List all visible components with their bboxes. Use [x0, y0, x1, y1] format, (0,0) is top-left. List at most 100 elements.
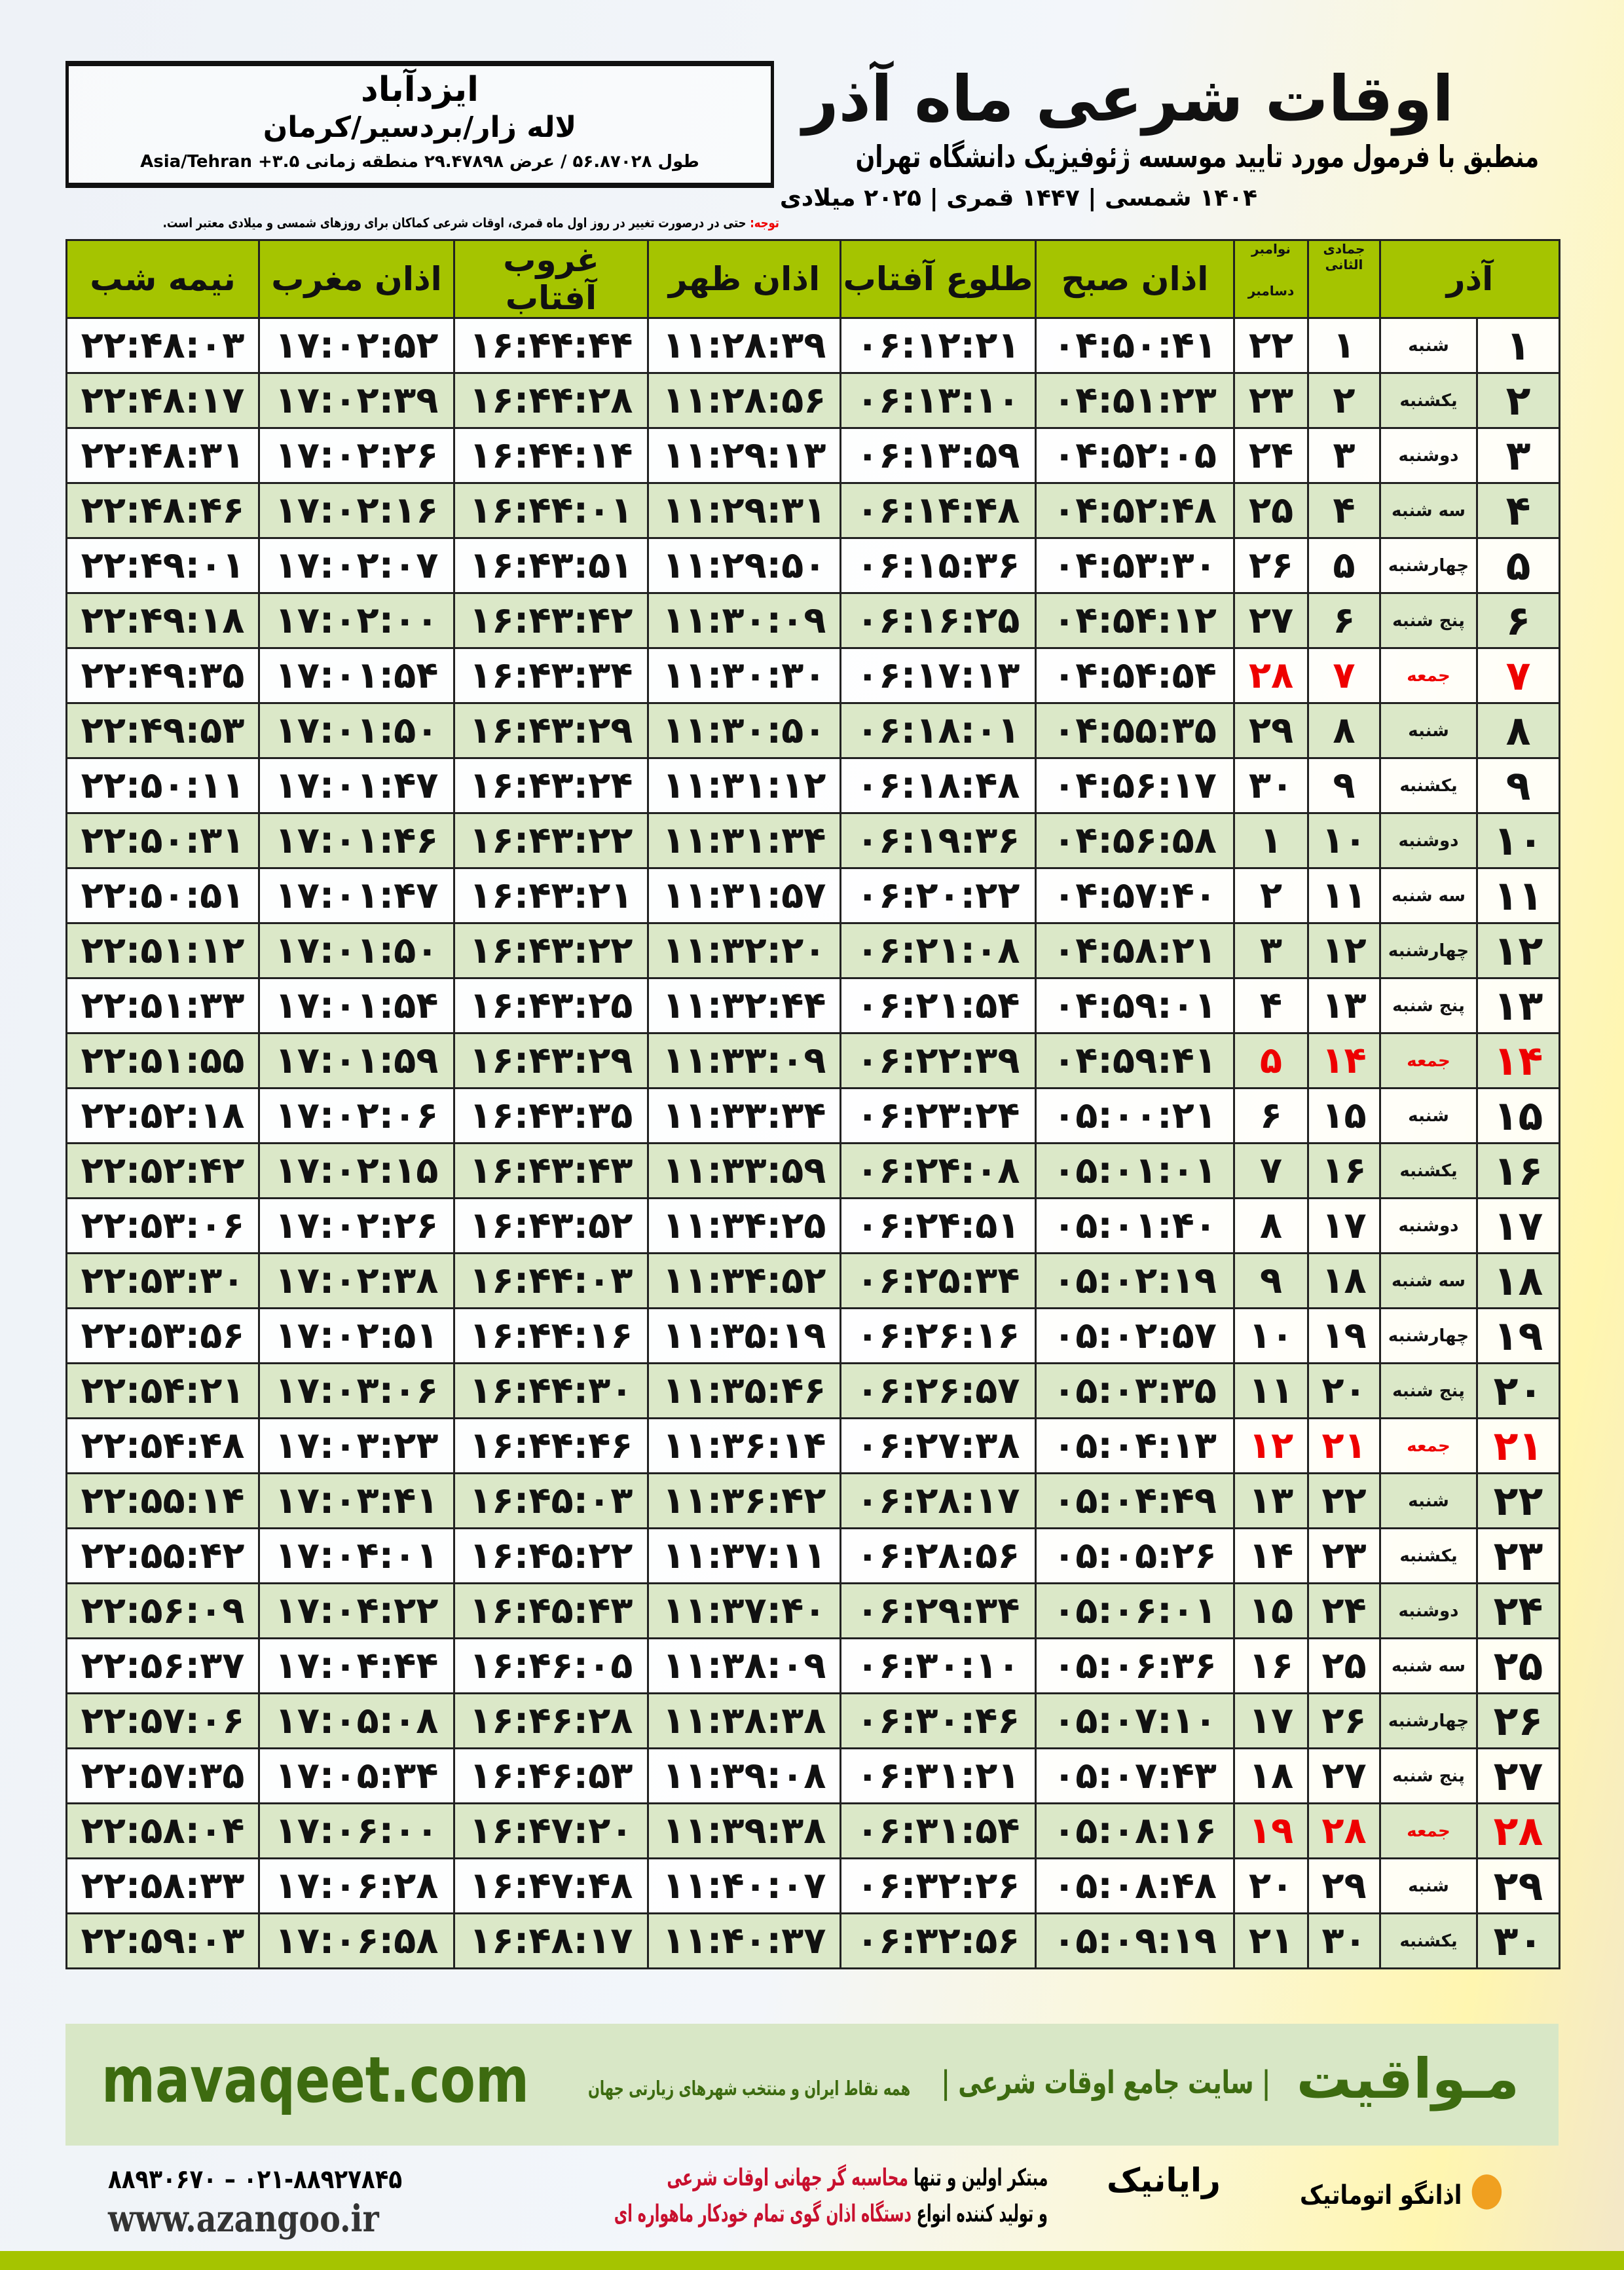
cell-sunset: ۱۶:۴۷:۲۰ [453, 1802, 649, 1859]
cell-weekday: چهارشنبه [1379, 922, 1478, 979]
header-azar: آذر [1379, 239, 1560, 319]
cell-dhuhr: ۱۱:۲۹:۵۰ [647, 537, 841, 594]
cell-december: ۷ [1233, 1142, 1309, 1199]
site-link[interactable]: mavaqeet.com [101, 2043, 530, 2117]
cell-jumada: ۱۹ [1307, 1307, 1381, 1364]
cell-weekday: سه شنبه [1379, 867, 1478, 924]
cell-sunrise: ۰۶:۳۱:۵۴ [840, 1802, 1037, 1859]
cell-dhuhr: ۱۱:۳۳:۳۴ [647, 1087, 841, 1144]
slogan-2a: و تولید کننده انواع [912, 2201, 1048, 2227]
phone-numbers: ۰۲۱-۸۸۹۲۷۸۴۵ – ۸۸۹۳۰۶۷۰ [108, 2165, 403, 2195]
cell-sunset: ۱۶:۴۳:۴۳ [453, 1142, 649, 1199]
city-name: ایزدآباد [361, 70, 479, 109]
cell-sunrise: ۰۶:۱۸:۴۸ [840, 757, 1037, 814]
cell-jumada: ۲۹ [1307, 1857, 1381, 1914]
azangoo-website[interactable]: www.azangoo.ir [108, 2197, 379, 2241]
cell-day: ۶ [1476, 592, 1560, 649]
table-row: ۱۶ یکشنبه ۱۶ ۷ ۰۵:۰۱:۰۱ ۰۶:۲۴:۰۸ ۱۱:۳۳:۵۹ ۱۶:۴۳… [65, 1142, 1560, 1199]
cell-december: ۲۵ [1233, 482, 1309, 539]
note-text: حتی در درصورت تغییر در روز اول ماه قمری،… [162, 215, 750, 231]
cell-sunrise: ۰۶:۳۲:۲۶ [840, 1857, 1037, 1914]
cell-sunrise: ۰۶:۲۵:۳۴ [840, 1252, 1037, 1309]
cell-december: ۲۹ [1233, 702, 1309, 759]
cell-sunrise: ۰۶:۱۴:۴۸ [840, 482, 1037, 539]
cell-sunrise: ۰۶:۲۴:۵۱ [840, 1197, 1037, 1254]
cell-weekday: چهارشنبه [1379, 537, 1478, 594]
cell-jumada: ۷ [1307, 647, 1381, 704]
cell-dhuhr: ۱۱:۳۶:۱۴ [647, 1417, 841, 1474]
cell-sunset: ۱۶:۴۳:۲۲ [453, 812, 649, 869]
cell-jumada: ۱۷ [1307, 1197, 1381, 1254]
cell-dhuhr: ۱۱:۳۵:۴۶ [647, 1362, 841, 1419]
cell-maghrib: ۱۷:۰۱:۴۷ [258, 867, 455, 924]
cell-day: ۲۳ [1476, 1527, 1560, 1584]
cell-weekday: دوشنبه [1379, 427, 1478, 484]
cell-december: ۲۶ [1233, 537, 1309, 594]
cell-jumada: ۳ [1307, 427, 1381, 484]
cell-maghrib: ۱۷:۰۶:۲۸ [258, 1857, 455, 1914]
cell-midnight: ۲۲:۵۰:۵۱ [65, 867, 260, 924]
cell-sunset: ۱۶:۴۳:۲۴ [453, 757, 649, 814]
cell-weekday: یکشنبه [1379, 1912, 1478, 1969]
cell-weekday: چهارشنبه [1379, 1692, 1478, 1749]
cell-dhuhr: ۱۱:۳۵:۱۹ [647, 1307, 841, 1364]
cell-fajr: ۰۴:۵۵:۳۵ [1035, 702, 1235, 759]
cell-dhuhr: ۱۱:۳۸:۳۸ [647, 1692, 841, 1749]
page-subtitle: منطبق با فرمول مورد تایید موسسه ژئوفیزیک… [855, 139, 1539, 174]
table-row: ۲ یکشنبه ۲ ۲۳ ۰۴:۵۱:۲۳ ۰۶:۱۳:۱۰ ۱۱:۲۸:۵۶ ۱۶:۴۴:… [65, 372, 1560, 429]
cell-december: ۲۰ [1233, 1857, 1309, 1914]
cell-weekday: دوشنبه [1379, 812, 1478, 869]
cell-sunrise: ۰۶:۱۳:۱۰ [840, 372, 1037, 429]
cell-jumada: ۲۳ [1307, 1527, 1381, 1584]
cell-dhuhr: ۱۱:۲۸:۵۶ [647, 372, 841, 429]
cell-sunrise: ۰۶:۲۱:۰۸ [840, 922, 1037, 979]
cell-maghrib: ۱۷:۰۱:۵۴ [258, 647, 455, 704]
cell-jumada: ۲۷ [1307, 1747, 1381, 1804]
cell-fajr: ۰۴:۵۲:۰۵ [1035, 427, 1235, 484]
table-row: ۲۳ یکشنبه ۲۳ ۱۴ ۰۵:۰۵:۲۶ ۰۶:۲۸:۵۶ ۱۱:۳۷:۱۱ ۱۶:۴… [65, 1527, 1560, 1584]
header-maghrib: اذان مغرب [258, 239, 455, 319]
cell-december: ۲۷ [1233, 592, 1309, 649]
table-row: ۳۰ یکشنبه ۳۰ ۲۱ ۰۵:۰۹:۱۹ ۰۶:۳۲:۵۶ ۱۱:۴۰:۳۷ ۱۶:۴… [65, 1912, 1560, 1969]
table-row: ۲۶ چهارشنبه ۲۶ ۱۷ ۰۵:۰۷:۱۰ ۰۶:۳۰:۴۶ ۱۱:۳۸:۳۸ ۱۶… [65, 1692, 1560, 1749]
cell-december: ۲۲ [1233, 317, 1309, 374]
cell-fajr: ۰۴:۵۷:۴۰ [1035, 867, 1235, 924]
cell-midnight: ۲۲:۵۲:۴۲ [65, 1142, 260, 1199]
cell-december: ۶ [1233, 1087, 1309, 1144]
cell-sunrise: ۰۶:۲۴:۰۸ [840, 1142, 1037, 1199]
tagline-secondary: همه نقاط ایران و منتخب شهرهای زیارتی جها… [587, 2077, 910, 2100]
cell-december: ۲۱ [1233, 1912, 1309, 1969]
cell-dhuhr: ۱۱:۳۰:۵۰ [647, 702, 841, 759]
cell-weekday: سه شنبه [1379, 1252, 1478, 1309]
table-row: ۴ سه شنبه ۴ ۲۵ ۰۴:۵۲:۴۸ ۰۶:۱۴:۴۸ ۱۱:۲۹:۳۱ ۱۶:۴۴… [65, 482, 1560, 539]
cell-midnight: ۲۲:۴۸:۴۶ [65, 482, 260, 539]
cell-day: ۱۱ [1476, 867, 1560, 924]
cell-december: ۵ [1233, 1032, 1309, 1089]
cell-sunrise: ۰۶:۱۷:۱۳ [840, 647, 1037, 704]
table-row: ۱ شنبه ۱ ۲۲ ۰۴:۵۰:۴۱ ۰۶:۱۲:۲۱ ۱۱:۲۸:۳۹ ۱۶:۴۴:۴۴… [65, 317, 1560, 374]
cell-maghrib: ۱۷:۰۲:۰۷ [258, 537, 455, 594]
cell-jumada: ۱ [1307, 317, 1381, 374]
cell-maghrib: ۱۷:۰۲:۵۱ [258, 1307, 455, 1364]
cell-weekday: شنبه [1379, 702, 1478, 759]
cell-weekday: شنبه [1379, 317, 1478, 374]
tagline: | سایت جامع اوقات شرعی | [941, 2064, 1270, 2101]
cell-day: ۱۶ [1476, 1142, 1560, 1199]
cell-jumada: ۳۰ [1307, 1912, 1381, 1969]
cell-weekday: سه شنبه [1379, 1637, 1478, 1694]
cell-dhuhr: ۱۱:۳۹:۰۸ [647, 1747, 841, 1804]
cell-maghrib: ۱۷:۰۶:۰۰ [258, 1802, 455, 1859]
cell-december: ۱۰ [1233, 1307, 1309, 1364]
cell-maghrib: ۱۷:۰۲:۲۶ [258, 427, 455, 484]
cell-fajr: ۰۴:۵۰:۴۱ [1035, 317, 1235, 374]
table-row: ۱۱ سه شنبه ۱۱ ۲ ۰۴:۵۷:۴۰ ۰۶:۲۰:۲۲ ۱۱:۳۱:۵۷ ۱۶:۴… [65, 867, 1560, 924]
cell-weekday: پنج شنبه [1379, 1747, 1478, 1804]
cell-day: ۱۷ [1476, 1197, 1560, 1254]
cell-jumada: ۲۸ [1307, 1802, 1381, 1859]
cell-day: ۱۳ [1476, 977, 1560, 1034]
cell-fajr: ۰۵:۰۵:۲۶ [1035, 1527, 1235, 1584]
cell-day: ۱ [1476, 317, 1560, 374]
note: توجه: حتی در درصورت تغییر در روز اول ماه… [163, 215, 779, 231]
cell-maghrib: ۱۷:۰۱:۴۷ [258, 757, 455, 814]
cell-midnight: ۲۲:۵۳:۰۶ [65, 1197, 260, 1254]
